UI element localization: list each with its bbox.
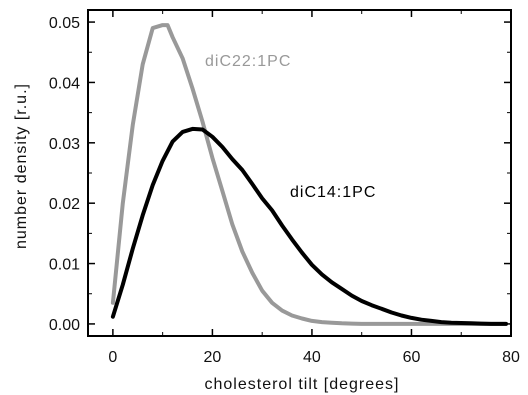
label-layer: cholesterol tilt [degrees] number densit… xyxy=(13,53,400,393)
tick-layer: 0 20 40 60 80 0.00 0.01 0.02 0.03 0.04 0.05 xyxy=(49,10,520,366)
series-line-diC22-1PC xyxy=(110,23,508,326)
series-layer xyxy=(110,23,508,326)
x-axis-label: cholesterol tilt [degrees] xyxy=(205,376,400,393)
plot-frame-rect xyxy=(87,9,512,337)
x-tick-label: 80 xyxy=(502,349,520,366)
y-tick-label: 0.04 xyxy=(49,75,80,92)
y-tick-label: 0.00 xyxy=(49,317,80,334)
legend-label-diC22-1PC: diC22:1PC xyxy=(205,53,291,70)
y-tick-label: 0.01 xyxy=(49,257,80,274)
y-tick-label: 0.03 xyxy=(49,136,80,153)
y-tick-label: 0.05 xyxy=(49,15,80,32)
x-tick-label: 20 xyxy=(204,349,222,366)
x-tick-label: 40 xyxy=(303,349,321,366)
series-line-diC14-1PC xyxy=(110,126,508,326)
y-axis-label: number density [r.u.] xyxy=(13,83,30,249)
x-tick-label: 0 xyxy=(108,349,117,366)
y-tick-label: 0.02 xyxy=(49,196,80,213)
x-tick-label: 60 xyxy=(403,349,421,366)
plot-frame xyxy=(87,9,512,337)
legend-label-diC14-1PC: diC14:1PC xyxy=(290,184,376,201)
